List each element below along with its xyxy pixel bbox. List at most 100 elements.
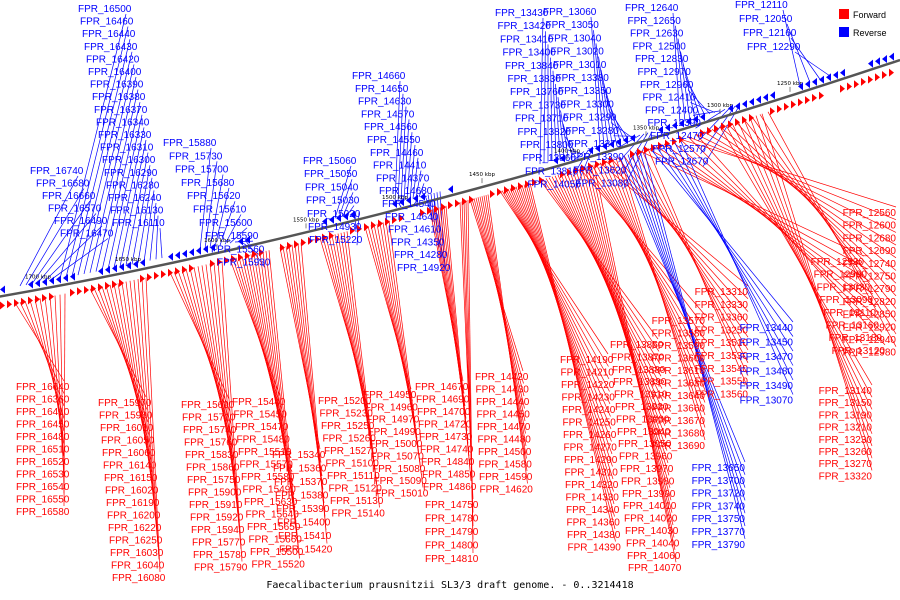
reverse-gene-arrow: [728, 104, 733, 113]
reverse-gene-arrow: [56, 275, 61, 284]
gene-label: FPR_14670: [415, 382, 469, 393]
forward-gene-arrow: [511, 184, 516, 193]
forward-gene-arrow: [238, 253, 243, 262]
gene-label: FPR_15420: [279, 545, 333, 556]
reverse-gene-arrow: [770, 91, 775, 100]
gene-label: FPR_12850: [843, 310, 897, 321]
gene-connector: [262, 251, 297, 534]
gene-connector: [647, 148, 749, 389]
reverse-gene-arrow: [833, 71, 838, 80]
gene-label: FPR_13450: [740, 338, 794, 349]
legend-forward-label: Forward: [853, 10, 886, 20]
gene-label: FPR_13210: [819, 423, 873, 434]
gene-connector: [300, 242, 328, 544]
reverse-gene-arrow: [763, 93, 768, 102]
gene-connector: [137, 177, 153, 264]
gene-connector: [593, 30, 605, 146]
gene-label: FPR_14410: [373, 161, 427, 172]
forward-gene-arrow: [700, 129, 705, 137]
gene-connector: [37, 213, 97, 283]
gene-connector: [59, 13, 127, 279]
gene-label: FPR_14350: [391, 237, 445, 248]
gene-connector: [782, 9, 801, 86]
gene-label: FPR_15340: [272, 450, 326, 461]
gene-label: FPR_15230: [320, 409, 374, 420]
reverse-gene-arrow: [805, 80, 810, 89]
gene-connector: [415, 170, 422, 198]
gene-connector: [155, 215, 159, 260]
gene-label: FPR_13140: [819, 386, 873, 397]
gene-label: FPR_12930: [811, 257, 865, 268]
gene-label: FPR_16080: [112, 573, 166, 584]
gene-label: FPR_15100: [326, 459, 380, 470]
gene-label: FPR_14840: [421, 457, 475, 468]
gene-label: FPR_14640: [385, 212, 439, 223]
gene-label: FPR_13930: [616, 414, 670, 425]
gene-label: FPR_13050: [546, 20, 600, 31]
gene-label: FPR_16300: [102, 155, 156, 166]
reverse-gene-arrow: [42, 277, 47, 286]
gene-connector: [25, 188, 85, 286]
gene-connector: [543, 31, 546, 163]
reverse-gene-arrow: [819, 75, 824, 84]
gene-connector: [214, 187, 230, 247]
gene-connector: [647, 148, 868, 270]
gene-connector: [217, 261, 242, 550]
gene-label: FPR_15740: [183, 425, 237, 436]
gene-connector: [598, 56, 613, 144]
gene-connector: [209, 263, 240, 525]
gene-label: FPR_13640: [652, 391, 706, 402]
gene-label: FPR_16060: [102, 448, 156, 459]
forward-gene-arrow: [315, 235, 320, 244]
forward-gene-arrow: [70, 288, 75, 297]
gene-label: FPR_15710: [182, 413, 236, 424]
gene-label: FPR_15780: [193, 550, 247, 561]
gene-label: FPR_15370: [274, 477, 328, 488]
gene-connector: [593, 164, 677, 563]
forward-gene-arrow: [245, 251, 250, 260]
gene-label: FPR_15680: [181, 178, 235, 189]
kbp-tick-label: 1350 kbp: [633, 125, 659, 131]
gene-label: FPR_13470: [740, 352, 794, 363]
gene-connector: [562, 123, 573, 156]
forward-gene-arrow: [420, 208, 425, 217]
gene-label: FPR_16450: [16, 420, 70, 431]
gene-label: FPR_14580: [479, 460, 533, 471]
gene-label: FPR_12650: [628, 16, 682, 27]
gene-label: FPR_14730: [419, 432, 473, 443]
reverse-gene-arrow: [630, 134, 635, 143]
gene-connector: [385, 221, 422, 476]
gene-label: FPR_14750: [425, 500, 479, 511]
reverse-gene-arrow: [798, 82, 803, 91]
gene-label: FPR_12970: [638, 67, 692, 78]
gene-label: FPR_16140: [103, 461, 157, 472]
gene-label: FPR_15020: [307, 209, 361, 220]
gene-label: FPR_15050: [304, 169, 358, 180]
gene-connector: [338, 179, 353, 218]
forward-gene-arrow: [490, 189, 495, 198]
gene-label: FPR_14240: [562, 405, 616, 416]
gene-connector: [675, 25, 686, 122]
forward-gene-arrow: [574, 166, 579, 175]
gene-label: FPR_13370: [568, 139, 622, 150]
gene-connector: [232, 258, 282, 409]
gene-connector: [143, 190, 155, 262]
forward-gene-arrow: [42, 293, 47, 302]
gene-connector: [346, 205, 355, 216]
reverse-gene-arrow: [322, 217, 327, 226]
gene-connector: [133, 279, 158, 535]
gene-connector: [587, 166, 675, 538]
forward-gene-arrow: [231, 254, 236, 263]
gene-label: FPR_13670: [652, 416, 706, 427]
gene-connector: [95, 89, 139, 272]
gene-connector: [639, 151, 746, 527]
kbp-tick-label: 1450 kbp: [469, 172, 495, 178]
gene-label: FPR_13730: [513, 100, 567, 111]
gene-label: FPR_14860: [423, 482, 477, 493]
reverse-gene-arrow: [735, 102, 740, 111]
gene-label: FPR_13970: [620, 464, 674, 475]
gene-label: FPR_15070: [371, 452, 425, 463]
forward-gene-arrow: [399, 214, 404, 223]
gene-label: FPR_13280: [566, 126, 620, 137]
forward-gene-arrow: [819, 91, 824, 100]
